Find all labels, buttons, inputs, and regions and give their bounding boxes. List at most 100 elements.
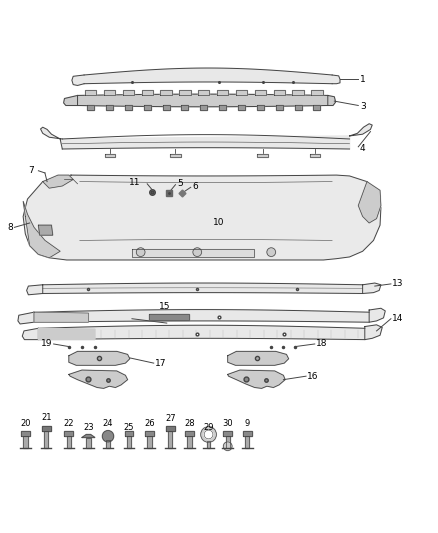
Polygon shape: [18, 308, 385, 324]
Polygon shape: [228, 351, 289, 365]
Polygon shape: [123, 90, 134, 95]
Polygon shape: [41, 124, 372, 149]
Polygon shape: [238, 106, 245, 110]
Polygon shape: [293, 90, 304, 95]
Polygon shape: [226, 436, 230, 448]
Polygon shape: [21, 431, 30, 436]
Text: 25: 25: [124, 423, 134, 432]
Polygon shape: [85, 90, 96, 95]
Polygon shape: [64, 94, 336, 107]
Polygon shape: [228, 370, 285, 389]
Polygon shape: [23, 175, 381, 260]
Polygon shape: [207, 441, 210, 448]
Text: 6: 6: [192, 182, 198, 191]
Polygon shape: [181, 106, 188, 110]
Text: 30: 30: [223, 418, 233, 427]
Polygon shape: [124, 431, 133, 436]
Text: 22: 22: [64, 418, 74, 427]
Text: 23: 23: [83, 423, 94, 432]
Circle shape: [223, 442, 232, 450]
Polygon shape: [43, 175, 73, 188]
Polygon shape: [358, 182, 381, 223]
Polygon shape: [42, 426, 50, 431]
Text: 15: 15: [159, 302, 170, 311]
Polygon shape: [243, 431, 252, 436]
Polygon shape: [310, 154, 320, 157]
Polygon shape: [105, 154, 116, 157]
Text: 17: 17: [155, 359, 166, 368]
Polygon shape: [179, 90, 191, 95]
Polygon shape: [198, 90, 209, 95]
Text: 19: 19: [41, 340, 53, 349]
Polygon shape: [223, 431, 232, 436]
Polygon shape: [44, 431, 48, 448]
Polygon shape: [39, 328, 95, 340]
Polygon shape: [23, 436, 28, 448]
Text: 27: 27: [165, 414, 176, 423]
Polygon shape: [69, 351, 130, 365]
Polygon shape: [82, 434, 95, 438]
Polygon shape: [39, 225, 53, 235]
Polygon shape: [125, 106, 132, 110]
Polygon shape: [147, 436, 152, 448]
Text: 5: 5: [177, 179, 183, 188]
Circle shape: [267, 248, 276, 256]
Text: 14: 14: [392, 314, 403, 323]
Text: 13: 13: [392, 279, 404, 288]
Text: 28: 28: [184, 418, 195, 427]
Polygon shape: [69, 370, 127, 389]
Polygon shape: [67, 436, 71, 448]
Circle shape: [102, 431, 114, 442]
Circle shape: [193, 248, 201, 256]
Polygon shape: [166, 426, 175, 431]
Text: 26: 26: [144, 418, 155, 427]
Polygon shape: [22, 325, 382, 340]
Polygon shape: [187, 436, 191, 448]
Polygon shape: [160, 90, 172, 95]
Text: 16: 16: [307, 372, 319, 381]
Text: 29: 29: [203, 423, 214, 432]
Polygon shape: [145, 431, 154, 436]
Polygon shape: [257, 106, 264, 110]
Text: 21: 21: [41, 413, 52, 422]
Polygon shape: [274, 90, 285, 95]
Polygon shape: [217, 90, 228, 95]
Text: 11: 11: [128, 179, 140, 188]
Text: 1: 1: [360, 75, 366, 84]
Polygon shape: [106, 440, 110, 448]
Polygon shape: [149, 314, 188, 320]
Text: 18: 18: [316, 340, 328, 349]
Polygon shape: [23, 201, 60, 258]
Polygon shape: [144, 106, 151, 110]
Text: 4: 4: [359, 143, 365, 152]
Polygon shape: [127, 436, 131, 448]
Polygon shape: [34, 312, 88, 322]
Polygon shape: [219, 106, 226, 110]
Polygon shape: [311, 90, 322, 95]
Polygon shape: [314, 106, 321, 110]
Polygon shape: [86, 438, 91, 448]
Polygon shape: [87, 106, 94, 110]
Polygon shape: [236, 90, 247, 95]
Text: 7: 7: [28, 166, 34, 175]
Polygon shape: [162, 106, 170, 110]
Polygon shape: [132, 249, 254, 257]
Polygon shape: [200, 106, 207, 110]
Polygon shape: [295, 106, 301, 110]
Polygon shape: [72, 68, 340, 85]
Circle shape: [204, 430, 213, 439]
Circle shape: [136, 248, 145, 256]
Text: 24: 24: [103, 418, 113, 427]
Polygon shape: [257, 154, 268, 157]
Text: 20: 20: [20, 418, 31, 427]
Text: 9: 9: [245, 418, 250, 427]
Polygon shape: [245, 436, 250, 448]
Polygon shape: [168, 431, 173, 448]
Polygon shape: [27, 283, 381, 295]
Polygon shape: [276, 106, 283, 110]
Polygon shape: [170, 154, 181, 157]
Polygon shape: [104, 90, 115, 95]
Polygon shape: [64, 431, 73, 436]
Text: 10: 10: [213, 219, 225, 228]
Polygon shape: [254, 90, 266, 95]
